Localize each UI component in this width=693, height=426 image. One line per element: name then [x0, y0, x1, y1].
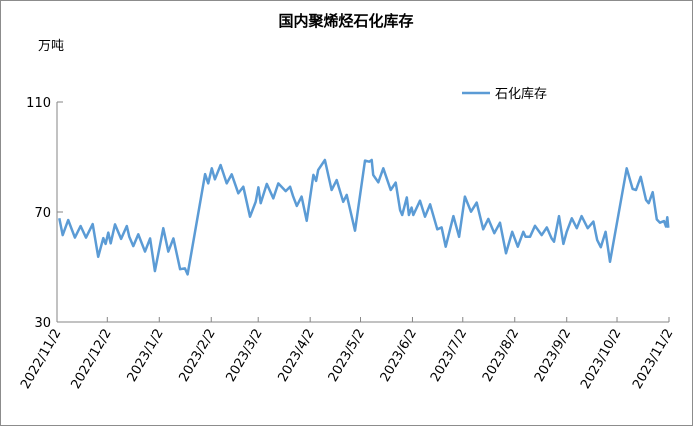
x-tick-label: 2023/5/2	[326, 327, 368, 385]
x-tick-label: 2023/4/2	[275, 327, 317, 385]
y-tick-label: 70	[34, 206, 51, 221]
x-tick-label: 2022/12/2	[68, 327, 114, 392]
x-tick-label: 2023/8/2	[480, 327, 522, 385]
x-tick-label: 2023/6/2	[378, 327, 420, 385]
y-tick-label: 30	[34, 316, 51, 331]
x-tick-label: 2023/7/2	[428, 327, 470, 385]
legend: 石化库存	[462, 86, 547, 102]
x-tick-label: 2023/1/2	[125, 327, 167, 385]
y-axis-unit-label: 万吨	[38, 39, 64, 54]
series-line-shihua-kucun	[58, 158, 670, 276]
x-tick-label: 2023/2/2	[177, 327, 219, 385]
y-tick-label: 110	[26, 96, 51, 111]
x-tick-label: 2023/3/2	[223, 327, 265, 385]
x-tick-label: 2022/11/2	[18, 327, 64, 392]
x-tick-label: 2023/11/2	[630, 327, 676, 392]
x-tick-label: 2023/10/2	[578, 327, 624, 392]
legend-label: 石化库存	[495, 86, 547, 102]
x-tick-label: 2023/9/2	[532, 327, 574, 385]
chart-title: 国内聚烯烃石化库存	[278, 12, 413, 30]
